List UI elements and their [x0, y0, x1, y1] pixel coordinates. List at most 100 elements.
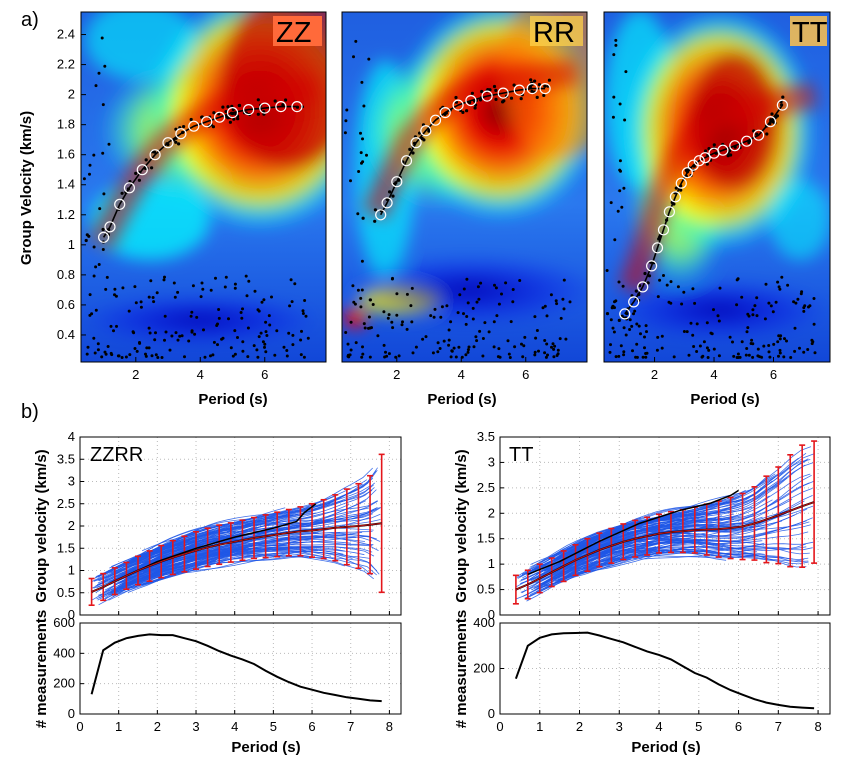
- y-tick-label: 1: [488, 556, 495, 571]
- measurement-dot: [617, 354, 621, 358]
- measurement-dot: [113, 287, 117, 291]
- measurement-dot: [533, 79, 537, 83]
- measurement-dot: [616, 209, 620, 213]
- measurement-dot: [512, 83, 516, 87]
- measurement-dot: [144, 158, 148, 162]
- x-tick-label: 1: [115, 719, 122, 734]
- measurement-dot: [716, 314, 720, 318]
- measurement-dot: [745, 347, 749, 350]
- measurement-dot: [667, 300, 671, 304]
- measurement-dot: [637, 324, 641, 328]
- mean-red-line: [515, 501, 815, 591]
- y-tick-label: 0.5: [477, 582, 495, 597]
- y-tick-label: 3.5: [57, 451, 75, 466]
- measurement-dot: [174, 331, 178, 335]
- measurement-dot: [231, 354, 235, 358]
- dispersion-point: [729, 140, 741, 152]
- dispersion-point: [452, 99, 464, 111]
- measurement-dot: [771, 120, 775, 124]
- measurement-dot: [612, 330, 616, 334]
- measurement-dot: [361, 352, 365, 356]
- measurement-dot: [304, 314, 308, 318]
- measurement-dot: [454, 355, 458, 359]
- dispersion-point: [752, 129, 765, 141]
- label-box-zz: [273, 16, 322, 46]
- x-tick-label: 6: [261, 367, 268, 382]
- measurement-dot: [728, 335, 732, 339]
- spectrogram-rr: RR 2 4 6 Period (s): [341, 11, 588, 408]
- y-tick-label: 600: [53, 615, 75, 630]
- measurement-dot: [386, 316, 390, 320]
- measurement-dot: [614, 299, 618, 303]
- measurement-dot: [259, 331, 263, 335]
- measurement-dot: [466, 348, 470, 352]
- measurement-dot: [361, 345, 364, 349]
- measurement-dot: [262, 298, 266, 302]
- dispersion-point: [681, 167, 693, 179]
- measurement-dot: [609, 201, 613, 205]
- measurement-dot: [712, 347, 716, 351]
- measurement-dot: [767, 350, 771, 354]
- measurement-dot: [410, 320, 414, 324]
- measurement-dot: [257, 335, 261, 339]
- measurement-dot: [458, 293, 462, 297]
- measurement-dot: [400, 323, 404, 327]
- measurement-dot: [631, 349, 634, 353]
- measurement-dot: [750, 338, 754, 342]
- measurement-dot: [282, 345, 286, 349]
- measurement-dot: [543, 339, 547, 342]
- measurement-dot: [479, 281, 483, 285]
- measurement-dot: [107, 142, 111, 146]
- measurement-dot: [343, 131, 347, 135]
- measurement-dot: [755, 296, 759, 300]
- measurement-dot: [465, 315, 469, 318]
- x-axis-title-zz: Period (s): [198, 391, 267, 408]
- measurement-dot: [777, 354, 780, 358]
- measurement-dot: [163, 314, 167, 318]
- measurement-curve: [133, 562, 222, 588]
- measurement-dot: [100, 36, 104, 40]
- measurement-dot: [306, 336, 310, 340]
- measurement-dot: [172, 281, 176, 285]
- measurement-dot: [101, 103, 105, 107]
- measurement-dot: [352, 55, 355, 59]
- measurement-dot: [376, 334, 380, 338]
- measurement-dot: [617, 280, 621, 284]
- dispersion-point: [243, 103, 255, 116]
- measurement-dot: [622, 350, 626, 354]
- measurement-dot: [544, 355, 548, 359]
- measurement-dot: [105, 275, 109, 279]
- y-tick-label: 1.5: [477, 531, 495, 546]
- x-tick-label: 4: [458, 367, 465, 382]
- measurement-dot: [674, 186, 678, 190]
- measurement-curve: [544, 522, 744, 572]
- dispersion-point: [114, 198, 126, 210]
- measurement-curve: [557, 548, 757, 583]
- measurement-dot: [244, 274, 248, 278]
- measurement-dot: [763, 317, 767, 321]
- measurement-dot: [685, 330, 689, 334]
- measurement-dot: [102, 192, 106, 196]
- measurement-dot: [519, 97, 523, 101]
- measurement-curve: [563, 547, 813, 575]
- measurement-dot: [85, 233, 89, 237]
- measurement-dot: [611, 115, 615, 119]
- measurement-dot: [480, 89, 484, 94]
- measurement-dot: [533, 315, 537, 319]
- measurement-dot: [682, 330, 686, 333]
- measurement-dot: [693, 301, 697, 305]
- measurement-dot: [793, 349, 797, 353]
- measurement-curve: [132, 502, 326, 561]
- dispersion-point: [741, 135, 753, 147]
- measurement-dot: [630, 324, 634, 328]
- measurement-dot: [727, 149, 732, 153]
- dispersion-point: [400, 155, 413, 167]
- x-tick-label: 5: [270, 719, 277, 734]
- measurement-dot: [639, 332, 642, 336]
- measurement-dot: [211, 353, 215, 357]
- measurement-dot: [214, 276, 217, 280]
- measurement-dot: [148, 331, 152, 335]
- measurement-dot: [422, 138, 426, 142]
- measurement-dot: [495, 314, 499, 318]
- measurement-dot: [542, 93, 546, 97]
